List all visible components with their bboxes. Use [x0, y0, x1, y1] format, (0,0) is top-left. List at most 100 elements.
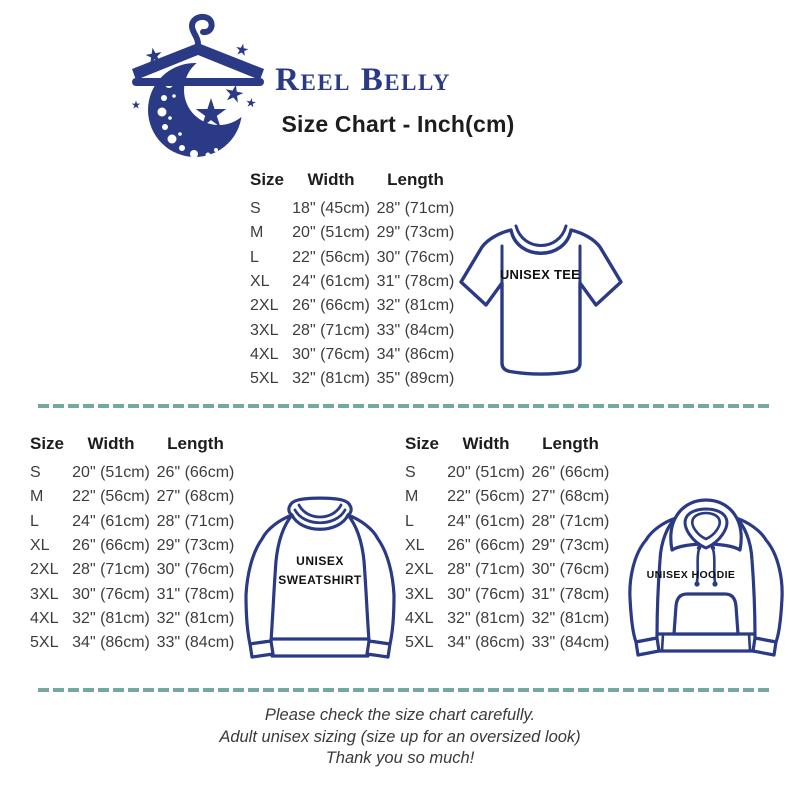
length-cell: 32" (81cm)	[376, 297, 455, 315]
table-header-row: Size Width Length	[30, 431, 238, 457]
length-cell: 31" (78cm)	[156, 585, 235, 603]
size-cell: 3XL	[30, 585, 59, 603]
width-cell: 30" (76cm)	[447, 585, 525, 603]
col-header-length: Length	[542, 434, 599, 453]
col-header-width: Width	[462, 434, 510, 453]
page-title: Size Chart - Inch(cm)	[281, 111, 515, 137]
hoodie-size-table: Size Width Length S 20" (51cm) 26" (66cm) M…	[405, 431, 613, 655]
size-cell: 4XL	[405, 609, 434, 627]
width-cell: 26" (66cm)	[447, 537, 525, 555]
width-cell: 24" (61cm)	[447, 512, 525, 530]
length-cell: 31" (78cm)	[531, 585, 610, 603]
sweatshirt-table-body: S 20" (51cm) 26" (66cm) M 22" (56cm) 27" (68c…	[30, 461, 238, 655]
size-row: 4XL 32" (81cm) 32" (81cm)	[30, 607, 238, 631]
size-cell: 4XL	[30, 609, 59, 627]
size-cell: M	[30, 488, 44, 506]
length-cell: 32" (81cm)	[531, 609, 610, 627]
dashed-divider-top	[38, 404, 772, 408]
size-row: S 20" (51cm) 26" (66cm)	[30, 461, 238, 485]
size-cell: L	[405, 512, 414, 530]
footer-note: Please check the size chart carefully. A…	[0, 705, 800, 770]
tee-size-table: Size Width Length S 18" (45cm) 28" (71cm) M…	[250, 167, 458, 391]
width-cell: 32" (81cm)	[292, 370, 370, 388]
sweatshirt-label-line1: UNISEX	[296, 554, 344, 568]
footer-line-3: Thank you so much!	[325, 749, 475, 767]
size-row: 3XL 28" (71cm) 33" (84cm)	[250, 318, 458, 342]
col-header-size: Size	[250, 170, 285, 189]
tee-table-body: S 18" (45cm) 28" (71cm) M 20" (51cm) 29" (73c…	[250, 197, 458, 391]
width-cell: 32" (81cm)	[447, 609, 525, 627]
size-row: S 20" (51cm) 26" (66cm)	[405, 461, 613, 485]
width-cell: 22" (56cm)	[292, 248, 370, 266]
width-cell: 20" (51cm)	[447, 464, 525, 482]
sweatshirt-garment-label: UNISEX SWEATSHIRT	[248, 552, 392, 590]
width-cell: 28" (71cm)	[72, 561, 150, 579]
width-cell: 24" (61cm)	[72, 512, 150, 530]
size-cell: XL	[405, 537, 425, 555]
length-cell: 26" (66cm)	[531, 464, 610, 482]
length-cell: 34" (86cm)	[376, 345, 455, 363]
width-cell: 28" (71cm)	[292, 321, 370, 339]
length-cell: 33" (84cm)	[531, 634, 610, 652]
size-row: 2XL 28" (71cm) 30" (76cm)	[405, 558, 613, 582]
size-cell: M	[405, 488, 419, 506]
size-row: 2XL 28" (71cm) 30" (76cm)	[30, 558, 238, 582]
width-cell: 20" (51cm)	[72, 464, 150, 482]
col-header-size: Size	[405, 434, 440, 453]
width-cell: 22" (56cm)	[72, 488, 150, 506]
size-row: L 24" (61cm) 28" (71cm)	[405, 510, 613, 534]
width-cell: 30" (76cm)	[72, 585, 150, 603]
tee-garment-label: UNISEX TEE	[499, 267, 581, 282]
length-cell: 29" (73cm)	[531, 537, 610, 555]
footer-line-1: Please check the size chart carefully.	[264, 706, 536, 724]
width-cell: 34" (86cm)	[447, 634, 525, 652]
length-cell: 32" (81cm)	[156, 609, 235, 627]
footer-line-2: Adult unisex sizing (size up for an over…	[219, 727, 581, 746]
unisex-hoodie-drawing	[628, 498, 784, 657]
table-header-row: Size Width Length	[405, 431, 613, 457]
size-row: 2XL 26" (66cm) 32" (81cm)	[250, 294, 458, 318]
width-cell: 30" (76cm)	[292, 345, 370, 363]
size-row: XL 26" (66cm) 29" (73cm)	[30, 534, 238, 558]
unisex-tee-drawing	[459, 224, 623, 376]
length-cell: 30" (76cm)	[531, 561, 610, 579]
col-header-size: Size	[30, 434, 65, 453]
size-cell: 4XL	[250, 345, 279, 363]
sweatshirt-label-line2: SWEATSHIRT	[278, 573, 362, 587]
size-cell: 3XL	[250, 321, 279, 339]
col-header-length: Length	[387, 170, 444, 189]
width-cell: 18" (45cm)	[292, 200, 370, 218]
hoodie-garment-label: UNISEX HOODIE	[646, 569, 736, 581]
size-cell: L	[250, 248, 259, 266]
length-cell: 28" (71cm)	[376, 200, 455, 218]
size-row: 4XL 32" (81cm) 32" (81cm)	[405, 607, 613, 631]
width-cell: 28" (71cm)	[447, 561, 525, 579]
size-row: M 22" (56cm) 27" (68cm)	[405, 485, 613, 509]
size-row: 3XL 30" (76cm) 31" (78cm)	[30, 582, 238, 606]
size-cell: XL	[250, 273, 270, 291]
size-cell: S	[405, 464, 416, 482]
unisex-sweatshirt-drawing	[244, 496, 396, 659]
length-cell: 28" (71cm)	[156, 512, 235, 530]
size-row: 4XL 30" (76cm) 34" (86cm)	[250, 343, 458, 367]
length-cell: 29" (73cm)	[156, 537, 235, 555]
brand-name: Reel Belly	[275, 62, 451, 98]
length-cell: 27" (68cm)	[156, 488, 235, 506]
size-cell: S	[30, 464, 41, 482]
size-row: M 22" (56cm) 27" (68cm)	[30, 485, 238, 509]
table-header-row: Size Width Length	[250, 167, 458, 193]
size-row: XL 26" (66cm) 29" (73cm)	[405, 534, 613, 558]
size-cell: 2XL	[250, 297, 279, 315]
col-header-width: Width	[307, 170, 355, 189]
col-header-width: Width	[87, 434, 135, 453]
length-cell: 30" (76cm)	[156, 561, 235, 579]
hoodie-table-body: S 20" (51cm) 26" (66cm) M 22" (56cm) 27" (68c…	[405, 461, 613, 655]
size-row: S 18" (45cm) 28" (71cm)	[250, 197, 458, 221]
width-cell: 20" (51cm)	[292, 224, 370, 242]
size-cell: XL	[30, 537, 50, 555]
dashed-divider-bottom	[38, 688, 772, 692]
logo-stars	[131, 43, 256, 127]
size-row: L 24" (61cm) 28" (71cm)	[30, 510, 238, 534]
length-cell: 29" (73cm)	[376, 224, 455, 242]
